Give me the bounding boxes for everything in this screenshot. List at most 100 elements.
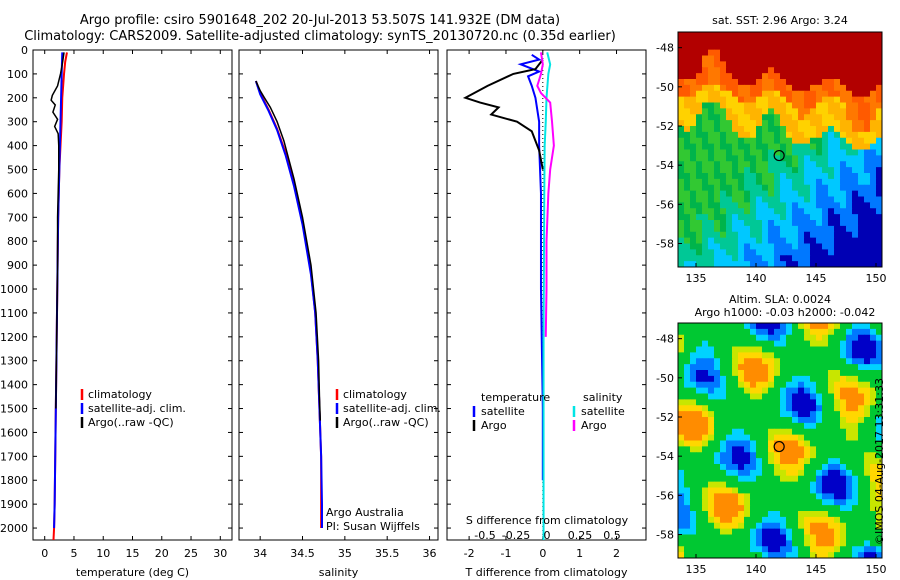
sla-map-cell [828, 440, 835, 447]
sst-map-cell [792, 243, 799, 250]
sla-map-cell [780, 428, 787, 436]
sst-map-cell [864, 43, 871, 51]
difference-x-tick-label: -1 [500, 547, 511, 560]
sla-map-cell [756, 511, 763, 518]
sst-map-cell [732, 225, 739, 233]
sst-map-cell [774, 202, 781, 209]
sst-map-cell [786, 96, 793, 103]
sst-map-cell [762, 43, 769, 51]
sla-map-cell [726, 540, 733, 547]
sla-map-cell [792, 340, 799, 347]
sla-map-cell [864, 417, 871, 424]
sst-map-cell [786, 102, 793, 109]
sla-map-cell [864, 458, 871, 465]
sla-map-cell [870, 375, 877, 383]
sst-map-cell [762, 196, 769, 203]
sla-map-cell [810, 481, 817, 488]
sla-map-cell [702, 387, 709, 394]
sla-map-cell [852, 358, 859, 365]
sla-map-title-line2: Argo h1000: -0.03 h2000: -0.042 [694, 306, 876, 319]
sla-map-cell [798, 352, 805, 359]
sst-map-cell [804, 120, 811, 127]
sla-map-lat-tick-label: -56 [656, 489, 674, 502]
sla-map-cell [750, 328, 757, 336]
sst-map-cell [834, 73, 841, 80]
sla-map-cell [756, 417, 763, 424]
sst-map-cell [858, 249, 865, 256]
sst-map-cell [744, 43, 751, 51]
sla-map-cell [816, 552, 823, 559]
sla-map-cell [696, 546, 703, 553]
sst-map-cell [726, 190, 733, 197]
sst-map-cell [828, 137, 835, 145]
sla-map-cell [876, 552, 883, 559]
sla-map-cell [768, 405, 775, 412]
sla-map-cell [870, 381, 877, 389]
sla-map-cell [714, 399, 721, 406]
sst-map-cell [810, 167, 817, 174]
sst-map-cell [852, 173, 859, 180]
sla-map-cell [798, 346, 805, 353]
sla-map-cell [816, 340, 823, 347]
sla-map-cell [762, 352, 769, 359]
sst-map-cell [870, 108, 877, 115]
sst-map-cell [858, 73, 865, 80]
sla-map-cell [858, 481, 865, 488]
sst-map-cell [690, 202, 697, 209]
sla-map-cell [804, 340, 811, 347]
sst-map-cell [762, 261, 769, 268]
sst-map-cell [858, 167, 865, 174]
sst-map-cell [732, 155, 739, 162]
sst-map-cell [690, 149, 697, 156]
sst-map-cell [678, 61, 685, 68]
sst-map-cell [864, 84, 871, 92]
sla-map-cell [750, 452, 757, 459]
sst-map-cell [786, 61, 793, 68]
sla-map-cell [852, 464, 859, 471]
sla-map-cell [750, 405, 757, 412]
sst-map-cell [864, 55, 871, 62]
sla-map-cell [720, 469, 727, 477]
sla-map-cell [870, 487, 877, 494]
sla-map-cell [816, 370, 823, 377]
sst-map-cell [870, 61, 877, 68]
depth-tick-label: 1600 [0, 426, 28, 439]
sst-map-cell [840, 220, 847, 227]
sla-map-cell [744, 434, 751, 441]
sla-map-cell [720, 381, 727, 389]
sst-map-cell [762, 96, 769, 103]
sla-map-cell [780, 434, 787, 441]
sst-map-cell [768, 261, 775, 268]
sla-map-cell [720, 323, 727, 330]
sst-map-cell [786, 131, 793, 139]
sst-map-cell [726, 79, 733, 86]
sst-map-cell [732, 173, 739, 180]
sla-map-cell [864, 346, 871, 353]
sst-map-cell [684, 137, 691, 145]
sst-map-cell [690, 108, 697, 115]
sst-map-cell [696, 61, 703, 68]
sla-map-cell [720, 440, 727, 447]
sst-map-cell [816, 67, 823, 74]
sst-map-cell [810, 243, 817, 250]
sla-map-cell [768, 481, 775, 488]
sla-map-cell [732, 422, 739, 430]
sla-map-cell [702, 352, 709, 359]
sst-map-cell [726, 49, 733, 56]
sst-map-cell [720, 261, 727, 268]
sst-map-cell [810, 161, 817, 168]
sst-map-cell [774, 126, 781, 133]
sst-map-cell [768, 32, 775, 39]
sla-map-cell [804, 505, 811, 512]
sla-map-cell [726, 464, 733, 471]
sla-map-cell [792, 493, 799, 500]
sst-map-cell [828, 67, 835, 74]
sla-map-cell [810, 458, 817, 465]
sst-map-cell [852, 67, 859, 74]
sst-map-cell [762, 167, 769, 174]
sst-map-cell [876, 61, 883, 68]
sst-map-cell [816, 243, 823, 250]
sla-map-cell [756, 452, 763, 459]
sla-map-cell [702, 552, 709, 559]
sla-map-cell [792, 534, 799, 541]
